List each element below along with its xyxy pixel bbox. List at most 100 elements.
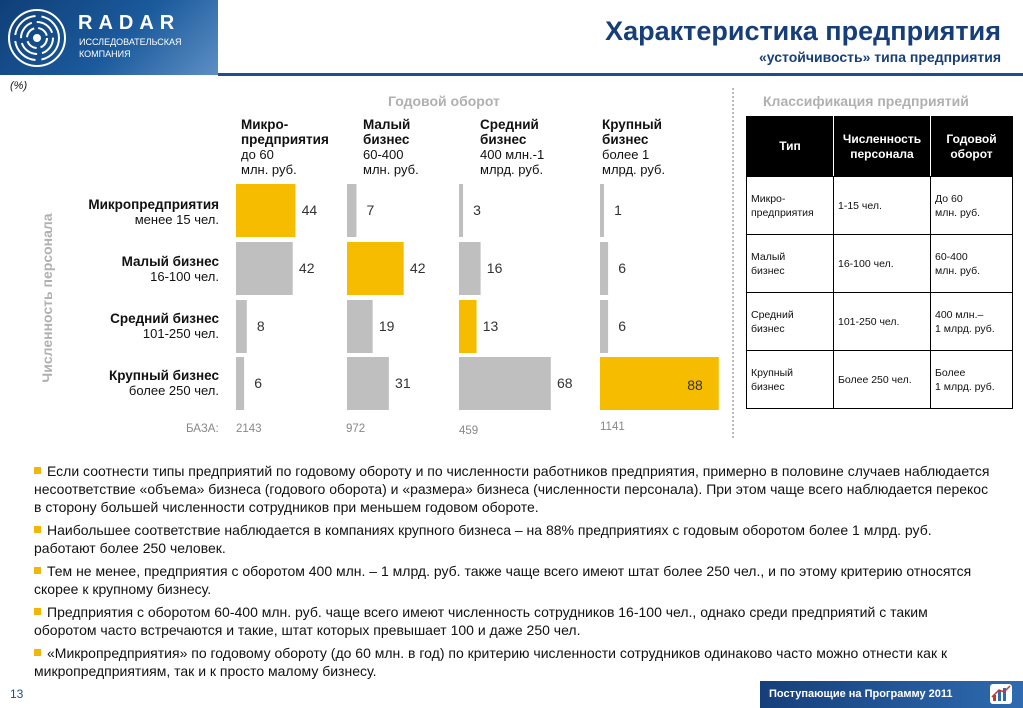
chart-bar — [600, 357, 719, 410]
chart-bar — [459, 184, 464, 237]
chart-data-label: 6 — [618, 260, 626, 276]
chart-data-label: 68 — [557, 375, 573, 391]
row-name: Крупный бизнес — [108, 368, 219, 383]
column-name: Средний бизнес — [480, 117, 539, 147]
column-header-micro: Микро- предприятия до 60 млн. руб. — [241, 117, 329, 177]
header-divider — [218, 73, 1023, 76]
table-cell: Более 1 млрд. руб. — [930, 350, 1013, 409]
table-cell: 1-15 чел. — [833, 176, 931, 235]
column-header-medium: Средний бизнес 400 млн.-1 млрд. руб. — [480, 117, 544, 177]
chart-bar — [347, 357, 389, 410]
table-cell: Крупный бизнес — [746, 350, 834, 409]
row-desc: 16-100 чел. — [150, 269, 219, 284]
classification-heading: Классификация предприятий — [763, 93, 969, 109]
chart-bar — [600, 300, 609, 353]
table-cell: 16-100 чел. — [833, 234, 931, 293]
row-header-medium: Средний бизнес 101-250 чел. — [20, 311, 219, 341]
classification-table: Тип Численность персонала Годовой оборот… — [746, 116, 1013, 409]
bullet-marker-icon — [34, 567, 41, 574]
row-header-large: Крупный бизнес более 250 чел. — [20, 368, 219, 398]
bullet-marker-icon — [34, 526, 41, 533]
column-name: Крупный бизнес — [602, 117, 662, 147]
chart-data-label: 16 — [487, 260, 503, 276]
chart-bar — [236, 300, 247, 353]
row-name: Малый бизнес — [121, 254, 219, 269]
column-desc: 400 млн.-1 млрд. руб. — [480, 147, 545, 177]
table-header: Численность персонала — [833, 116, 931, 177]
chart-data-label: 13 — [483, 318, 499, 334]
chart-data-label: 88 — [687, 377, 703, 393]
table-cell: Микро- предприятия — [746, 176, 834, 235]
base-value: 1141 — [600, 421, 625, 433]
row-desc: более 250 чел. — [128, 383, 219, 398]
table-cell: 400 млн.– 1 млрд. руб. — [930, 292, 1013, 351]
company-logo: RADAR ИССЛЕДОВАТЕЛЬСКАЯ КОМПАНИЯ — [0, 0, 218, 75]
percent-label: (%) — [10, 80, 28, 92]
section-divider — [732, 88, 734, 438]
table-cell: 101-250 чел. — [833, 292, 931, 351]
footer-text: Поступающие на Программу 2011 — [769, 688, 953, 700]
bullet-item: «Микропредприятия» по годовому обороту (… — [34, 644, 994, 680]
column-name: Микро- предприятия — [241, 117, 329, 147]
table-row: Крупный бизнес Более 250 чел. Более 1 мл… — [746, 350, 1013, 409]
chart-data-label: 6 — [254, 375, 262, 391]
footer-bar: Поступающие на Программу 2011 — [760, 681, 1023, 708]
chart-bar — [236, 357, 245, 410]
logo-name: RADAR — [78, 12, 181, 34]
table-cell: До 60 млн. руб. — [930, 176, 1013, 235]
page-title: Характеристика предприятия — [605, 16, 1001, 46]
table-cell: Средний бизнес — [746, 292, 834, 351]
column-header-small: Малый бизнес 60-400 млн. руб. — [363, 117, 419, 177]
chart-data-label: 31 — [395, 375, 411, 391]
logo-subtitle: ИССЛЕДОВАТЕЛЬСКАЯ КОМПАНИЯ — [79, 37, 182, 59]
turnover-heading: Годовой оборот — [388, 93, 500, 109]
bullet-item: Предприятия с оборотом 60-400 млн. руб. … — [34, 603, 994, 639]
bullet-marker-icon — [34, 649, 41, 656]
chart-data-label: 42 — [410, 260, 426, 276]
table-cell: Более 250 чел. — [833, 350, 931, 409]
table-row: Средний бизнес 101-250 чел. 400 млн.– 1 … — [746, 292, 1013, 351]
row-name: Средний бизнес — [110, 311, 219, 326]
table-cell: Малый бизнес — [746, 234, 834, 293]
chart-bar — [459, 242, 481, 295]
chart-data-label: 6 — [618, 318, 626, 334]
bullet-marker-icon — [34, 608, 41, 615]
column-desc: более 1 млрд. руб. — [602, 147, 666, 177]
table-cell: 60-400 млн. руб. — [930, 234, 1013, 293]
column-desc: 60-400 млн. руб. — [363, 147, 419, 177]
chart-data-label: 44 — [302, 202, 318, 218]
chart-bar — [236, 184, 296, 237]
row-header-small: Малый бизнес 16-100 чел. — [20, 254, 219, 284]
row-header-micro: Микропредприятия менее 15 чел. — [20, 197, 219, 227]
bullet-text: «Микропредприятия» по годовому обороту (… — [34, 645, 948, 679]
chart-bar — [459, 300, 477, 353]
chart-bar — [347, 300, 373, 353]
bullet-text: Наибольшее соответствие наблюдается в ко… — [34, 522, 932, 556]
chart-bar — [600, 184, 604, 237]
bullet-item: Наибольшее соответствие наблюдается в ко… — [34, 521, 994, 557]
base-label: БАЗА: — [186, 423, 219, 435]
page-number: 13 — [10, 687, 24, 701]
chart-bar — [459, 357, 551, 410]
table-row: Малый бизнес 16-100 чел. 60-400 млн. руб… — [746, 234, 1013, 293]
bullet-item: Если соотнести типы предприятий по годов… — [34, 462, 994, 516]
row-desc: менее 15 чел. — [134, 212, 219, 227]
chart-data-label: 19 — [379, 318, 395, 334]
chart-logo-icon — [990, 684, 1012, 704]
base-value: 2143 — [236, 423, 262, 435]
base-value: 459 — [459, 425, 479, 437]
chart-data-label: 8 — [257, 318, 265, 334]
chart-bar — [600, 242, 609, 295]
row-name: Микропредприятия — [88, 197, 219, 212]
bullet-item: Тем не менее, предприятия с оборотом 400… — [34, 562, 994, 598]
table-header: Тип — [746, 116, 834, 177]
table-row: Микро- предприятия 1-15 чел. До 60 млн. … — [746, 176, 1013, 235]
bullet-text: Предприятия с оборотом 60-400 млн. руб. … — [34, 604, 928, 638]
column-header-large: Крупный бизнес более 1 млрд. руб. — [602, 117, 665, 177]
table-header: Годовой оборот — [930, 116, 1013, 177]
chart-data-label: 42 — [299, 260, 315, 276]
chart-bar — [236, 242, 293, 295]
radar-logo-icon — [7, 8, 67, 68]
bullet-marker-icon — [34, 467, 41, 474]
bullet-text: Если соотнести типы предприятий по годов… — [34, 463, 990, 515]
